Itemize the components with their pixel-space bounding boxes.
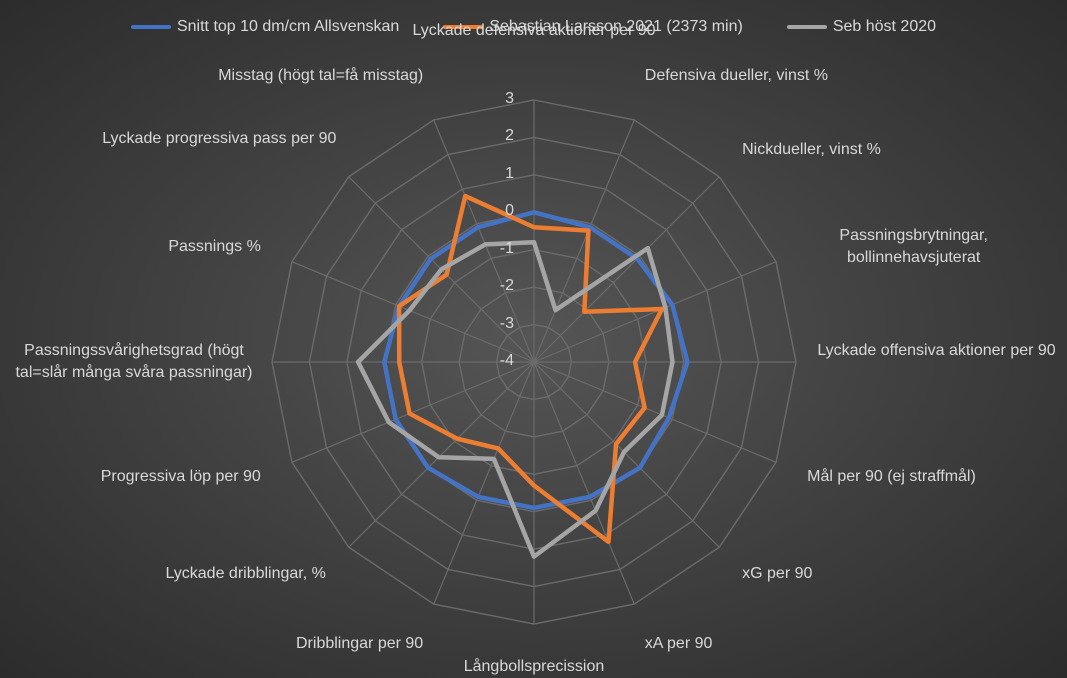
tick-label: 2 bbox=[505, 127, 514, 145]
tick-label: 3 bbox=[505, 90, 514, 107]
category-label: Progressiva löp per 90 bbox=[100, 467, 261, 485]
legend-item-series-2[interactable]: Sebastian Larsson 2021 (2373 min) bbox=[443, 18, 743, 36]
legend-label-series-2: Sebastian Larsson 2021 (2373 min) bbox=[489, 18, 743, 35]
series-line-3 bbox=[355, 239, 675, 559]
grid-spoke bbox=[433, 119, 535, 363]
grid-spoke bbox=[291, 361, 535, 463]
tick-label: -1 bbox=[499, 239, 514, 257]
grid-spoke bbox=[533, 361, 777, 463]
category-label: Defensiva dueller, vinst % bbox=[644, 66, 828, 84]
category-label: Misstag (högt tal=få misstag) bbox=[218, 66, 424, 84]
grid-spoke bbox=[533, 176, 720, 363]
grid-spoke bbox=[533, 261, 777, 363]
legend-label-series-1: Snitt top 10 dm/cm Allsvenskan bbox=[176, 18, 400, 35]
category-label: Passnings % bbox=[168, 238, 261, 256]
category-label: Lyckade dribblingar, % bbox=[165, 565, 326, 583]
category-label: xA per 90 bbox=[644, 635, 713, 653]
legend-label-series-3: Seb höst 2020 bbox=[832, 18, 937, 35]
grid-spoke bbox=[533, 361, 720, 548]
grid-spoke bbox=[348, 361, 535, 548]
tick-label: -4 bbox=[499, 352, 514, 369]
category-label: Dribblingar per 90 bbox=[296, 635, 424, 653]
category-label: Lyckade progressiva pass per 90 bbox=[102, 129, 337, 147]
category-label: Lyckade offensiva aktioner per 90 bbox=[817, 342, 1056, 359]
tick-label: 0 bbox=[505, 202, 514, 220]
legend-swatch-series-3 bbox=[786, 25, 827, 29]
category-label: Mål per 90 (ej straffmål) bbox=[807, 467, 976, 485]
tick-label: -3 bbox=[499, 314, 514, 332]
tick-label: -2 bbox=[499, 277, 514, 295]
grid-spoke bbox=[433, 361, 535, 605]
category-label: Passningssvårighetsgrad (högt tal=slår m… bbox=[15, 342, 253, 381]
grid-spoke bbox=[533, 361, 635, 605]
series-line-2 bbox=[396, 193, 665, 545]
legend-item-series-1[interactable]: Snitt top 10 dm/cm Allsvenskan bbox=[130, 18, 400, 36]
grid-spoke bbox=[291, 261, 535, 363]
category-label: Långbollsprecission bbox=[463, 658, 605, 675]
category-label: Nickdueller, vinst % bbox=[742, 140, 881, 158]
legend-swatch-series-2 bbox=[443, 25, 484, 29]
tick-label: 1 bbox=[505, 164, 514, 182]
chart-legend: Snitt top 10 dm/cm Allsvenskan Sebastian… bbox=[0, 18, 1067, 36]
legend-swatch-series-1 bbox=[130, 25, 171, 29]
category-label: Lyckade defensiva aktioner per 90 bbox=[412, 22, 656, 39]
grid-spoke bbox=[533, 119, 635, 363]
category-label: xG per 90 bbox=[742, 565, 813, 583]
category-label: Passningsbrytningar, bollinnehavsjuterat bbox=[839, 227, 988, 267]
legend-item-series-3[interactable]: Seb höst 2020 bbox=[786, 18, 937, 36]
